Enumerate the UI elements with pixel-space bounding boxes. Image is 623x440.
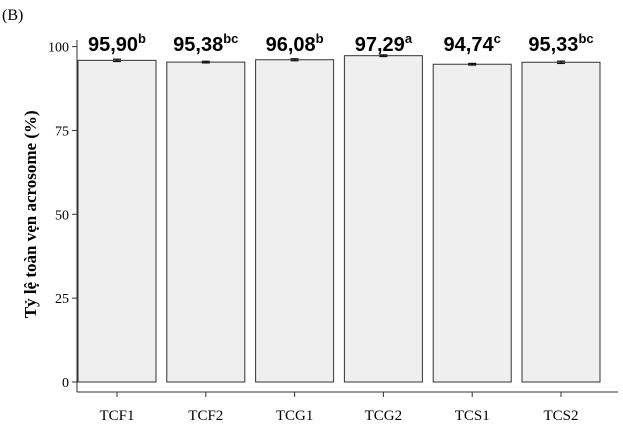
data-label-value: 94,74 [444,34,495,56]
data-label: 96,08b [266,31,324,56]
bar [521,61,601,383]
y-tick-label: 75 [55,124,69,139]
axes [72,40,618,397]
panel-label: (B) [2,7,24,24]
significance-letter: a [405,31,413,46]
data-label: 94,74c [444,31,501,56]
y-tick-label: 25 [55,292,69,307]
significance-letter: b [138,31,146,46]
bar [166,61,246,383]
data-label: 97,29a [355,31,413,56]
y-tick-label: 100 [48,41,69,56]
significance-letter: bc [223,31,238,46]
labels: 0 25 50 75 100 Tỷ lệ toàn vẹn acrosome (%) TCF… [21,31,594,424]
data-label: 95,38bc [173,31,238,56]
x-tick-label: TCG2 [365,408,403,424]
bar [77,59,157,383]
bar [343,55,423,383]
x-tick-label: TCG1 [276,408,314,424]
data-label-value: 96,08 [266,34,316,56]
bar [432,63,512,383]
y-tick-label: 50 [55,208,69,223]
x-tick-label: TCS2 [543,408,578,424]
y-tick-label: 0 [62,376,69,391]
significance-letter: bc [578,31,593,46]
data-label-value: 95,38 [173,34,223,56]
x-tick-label: TCF1 [99,408,134,424]
bars [77,54,601,383]
data-label: 95,33bc [528,31,593,56]
significance-letter: c [494,31,501,46]
x-tick-label: TCS1 [455,408,490,424]
data-label-value: 97,29 [355,34,405,56]
y-axis-title: Tỷ lệ toàn vẹn acrosome (%) [21,110,40,318]
bar [255,59,335,383]
data-label-value: 95,90 [88,34,138,56]
data-label: 95,90b [88,31,146,56]
significance-letter: b [316,31,324,46]
x-tick-label: TCF2 [188,408,223,424]
data-label-value: 95,33 [528,34,578,56]
